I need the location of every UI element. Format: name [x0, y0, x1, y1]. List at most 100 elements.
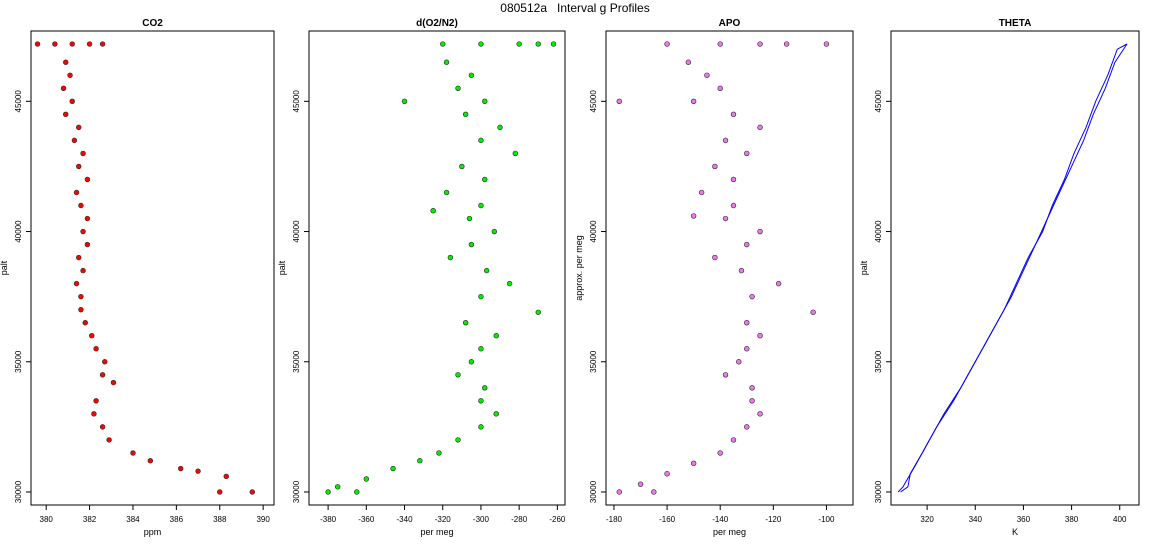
data-point: [106, 437, 112, 443]
x-tick-label: -120: [765, 515, 782, 524]
data-point: [334, 484, 341, 490]
x-tick-label: -320: [435, 515, 452, 524]
data-point: [712, 254, 718, 261]
data-point: [690, 98, 697, 105]
data-point: [249, 489, 256, 495]
y-tick-label: 45000: [589, 90, 598, 113]
x-axis-label: K: [1012, 527, 1018, 537]
data-point: [363, 476, 370, 482]
x-tick-label: 380: [40, 515, 54, 524]
data-point: [390, 465, 396, 472]
plot-frame: [308, 30, 566, 506]
data-point: [810, 309, 816, 315]
data-point: [722, 137, 729, 144]
data-point: [86, 41, 93, 47]
x-tick-label: -260: [549, 515, 566, 524]
data-point: [84, 215, 91, 222]
data-point: [478, 137, 484, 144]
data-point: [80, 150, 86, 157]
data-point: [506, 280, 513, 287]
data-point: [757, 228, 763, 235]
x-axis-label: ppm: [144, 527, 162, 537]
data-point: [478, 293, 484, 300]
y-tick-label: 30000: [14, 480, 23, 503]
y-tick-label: 30000: [874, 480, 883, 503]
data-point: [493, 333, 499, 339]
data-point: [91, 411, 97, 417]
data-point: [76, 254, 82, 261]
x-tick-label: -280: [511, 515, 528, 524]
data-point: [744, 150, 750, 157]
data-point: [468, 72, 475, 78]
data-point: [462, 319, 469, 326]
x-tick-label: 386: [170, 515, 184, 524]
data-point: [89, 333, 95, 339]
data-point: [99, 41, 106, 47]
data-point: [93, 398, 99, 404]
x-tick-label: -160: [659, 515, 676, 524]
data-point: [483, 267, 490, 274]
data-point: [84, 176, 91, 183]
data-point: [698, 189, 705, 196]
data-point: [757, 124, 763, 131]
data-point: [690, 213, 697, 219]
x-tick-label: -180: [606, 515, 623, 524]
x-axis-label: per meg: [420, 527, 453, 537]
data-point: [712, 163, 718, 170]
y-axis-label: approx. per meg: [574, 235, 584, 301]
data-point: [217, 489, 223, 495]
data-point: [455, 437, 461, 443]
data-point: [664, 471, 670, 477]
data-point: [102, 359, 108, 365]
x-tick-label: -380: [320, 515, 337, 524]
data-point: [757, 333, 763, 339]
y-tick-label: 45000: [14, 90, 23, 113]
data-point: [84, 241, 91, 248]
data-point: [717, 85, 723, 91]
data-point: [651, 489, 657, 495]
data-point: [722, 215, 729, 222]
figure-title: 080512a Interval g Profiles: [500, 1, 650, 15]
data-point: [744, 319, 750, 326]
data-point: [60, 85, 67, 91]
data-point: [69, 98, 75, 105]
data-point: [468, 359, 475, 365]
panel-title: CO2: [142, 18, 163, 29]
x-tick-label: -340: [397, 515, 414, 524]
y-tick-label: 30000: [589, 480, 598, 503]
x-tick-label: -360: [358, 515, 375, 524]
x-axis-label: per meg: [713, 527, 746, 537]
data-point: [468, 241, 475, 248]
data-point: [78, 293, 84, 300]
data-point: [462, 111, 469, 118]
panel-apo: APO per meg approx. per meg -180 -160 -140 -12…: [574, 18, 854, 537]
data-point: [436, 450, 442, 456]
data-point: [478, 424, 484, 430]
data-point: [535, 41, 541, 47]
y-tick-label: 35000: [589, 350, 598, 373]
x-tick-label: 382: [83, 515, 97, 524]
plot-frame: [890, 30, 1140, 506]
x-tick-label: 390: [256, 515, 270, 524]
x-tick-label: -140: [712, 515, 729, 524]
data-point: [482, 385, 488, 391]
data-point: [757, 411, 763, 417]
data-point: [775, 280, 782, 287]
data-point: [354, 489, 360, 495]
x-tick-label: -300: [473, 515, 490, 524]
y-tick-label: 35000: [874, 350, 883, 373]
panel-title: d(O2/N2): [416, 18, 458, 29]
data-point: [730, 176, 737, 183]
x-tick-label: 340: [969, 515, 983, 524]
data-point: [685, 59, 692, 65]
data-point: [550, 41, 557, 47]
data-point: [535, 309, 541, 315]
plot-frame: [605, 30, 854, 506]
data-point: [69, 41, 75, 47]
data-point: [482, 176, 488, 183]
y-tick-label: 45000: [292, 90, 301, 113]
data-point: [178, 465, 184, 472]
y-tick-label: 40000: [292, 220, 301, 243]
data-point: [749, 398, 755, 404]
x-tick-label: 388: [213, 515, 227, 524]
